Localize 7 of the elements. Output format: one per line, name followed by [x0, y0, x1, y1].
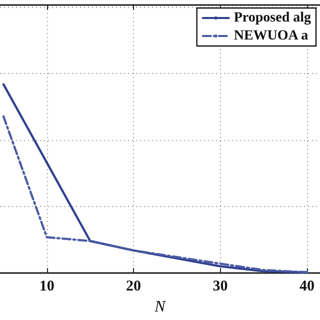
- x-tick-label: 20: [126, 278, 142, 295]
- x-tick-label: 40: [299, 278, 314, 295]
- x-axis-title: N: [154, 298, 167, 316]
- legend-label: Proposed alg: [234, 10, 312, 26]
- x-tick-label: 30: [212, 278, 228, 295]
- x-tick-label: 10: [39, 278, 54, 295]
- legend-label: NEWUOA a: [234, 28, 308, 44]
